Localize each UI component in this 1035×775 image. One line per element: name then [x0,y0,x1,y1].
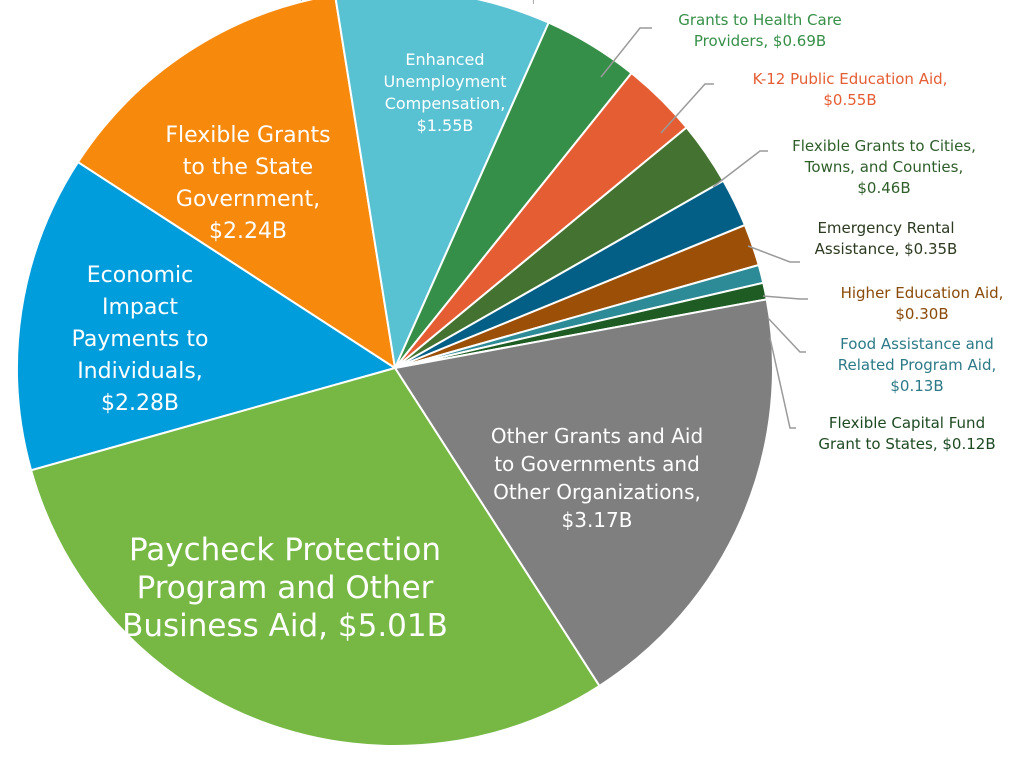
slice-label-line: Individuals, [77,359,203,384]
slice-label: Food Assistance and Related Program Aid, $… [838,335,997,395]
slice-label: Flexible Grants to the State Government, $2… [165,123,330,244]
slice-label: Economic Impact Payments to Individuals, $2.… [72,263,209,416]
slice-label-line: Emergency Rental [817,219,954,237]
slice-label-line: Grant to States, $0.12B [818,435,995,453]
pie-slices [16,0,774,747]
slice-label-line: Food Assistance and [840,335,994,353]
header-fragment-right: r [532,0,537,7]
leader-line [769,337,796,429]
slice-label: K-12 Public Education Aid, $0.55B [753,70,948,109]
slice-label-line: Related Program Aid, [838,356,997,374]
slice-label-line: $2.24B [209,219,287,244]
leader-line [762,295,808,300]
pie-slice [29,366,601,747]
slice-label: Higher Education Aid, $0.30B [841,284,1004,323]
leader-line [712,150,768,188]
pie-slice [76,0,397,371]
slice-label: Other Grants and Aid to Governments and Ot… [491,424,703,532]
slice-label-line: Enhanced [405,50,484,69]
slice-label-line: to Governments and [494,452,700,476]
slice-label: Flexible Grants to Cities, Towns, and Cou… [792,137,976,197]
leader-line [660,83,714,134]
slice-label-line: Providers, $0.69B [694,32,826,50]
slice-label-line: Flexible Capital Fund [829,414,985,432]
slice-label-line: Grants to Health Care [678,11,842,29]
slice-label-line: $0.55B [823,91,876,109]
slice-label-line: Economic [87,263,194,288]
slice-label-line: Unemployment [384,72,507,91]
leader-line [767,317,806,353]
slice-label-line: Compensation, [385,94,506,113]
slice-label-line: K-12 Public Education Aid, [753,70,948,88]
slice-label-line: Other Organizations, [493,480,701,504]
slice-label: Enhanced Unemployment Compensation, $1.55B [384,50,507,135]
slice-label-line: $1.55B [417,116,474,135]
slice-label-line: Other Grants and Aid [491,424,703,448]
slice-label-line: $2.28B [101,391,179,416]
slice-label-line: Higher Education Aid, [841,284,1004,302]
pie-slice [16,160,398,472]
slice-label-line: $0.13B [890,377,943,395]
slice-labels: Paycheck Protection Program and Other Busi… [72,11,1004,644]
slice-label-line: Government, [176,187,320,212]
slice-label-line: Flexible Grants to Cities, [792,137,976,155]
slice-label-line: to the State [183,155,313,180]
slice-label-line: Assistance, $0.35B [815,240,958,258]
slice-label-line: Impact [102,295,178,320]
leader-lines [600,27,808,429]
slice-label-line: Towns, and Counties, [804,158,963,176]
slice-label-line: Flexible Grants [165,123,330,148]
pie-slice [334,0,550,372]
slice-label: Emergency Rental Assistance, $0.35B [815,219,958,258]
slice-label-line: Paycheck Protection [129,532,441,568]
slice-label-line: $3.17B [562,508,633,532]
leader-line [600,27,652,78]
slice-label-line: Program and Other [137,570,434,606]
slice-label-line: $0.30B [895,305,948,323]
slice-label-line: Business Aid, $5.01B [122,608,448,644]
slice-label: Flexible Capital Fund Grant to States, $0… [818,414,995,453]
leader-line [747,245,800,263]
slice-label: Grants to Health Care Providers, $0.69B [678,11,842,50]
slice-label-line: $0.46B [857,179,910,197]
slice-label-line: Payments to [72,327,209,352]
slice-label: Paycheck Protection Program and Other Busi… [122,532,448,644]
